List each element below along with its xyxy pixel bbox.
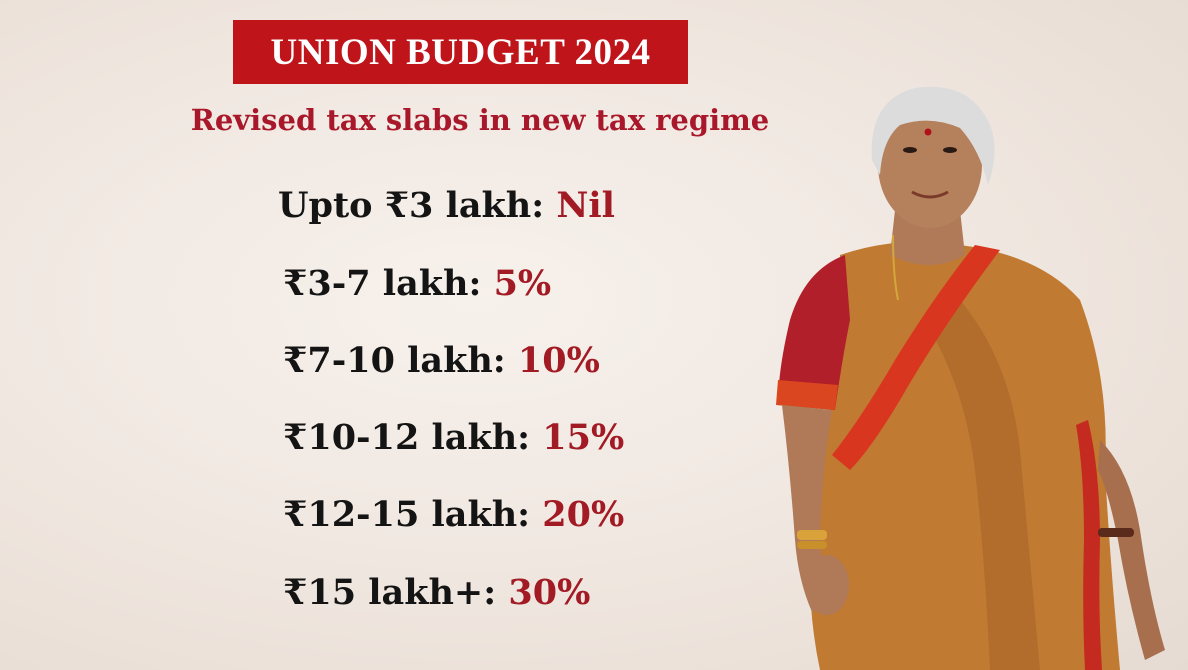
hair [871,86,995,185]
slab-label: ₹10-12 lakh: [283,417,531,458]
left-hand [805,555,849,615]
tax-slab-list: Upto ₹3 lakh: Nil ₹3-7 lakh: 5% ₹7-10 la… [278,185,624,613]
blouse-sleeve [778,255,850,410]
bangle-right [1098,528,1134,537]
slab-label: ₹7-10 lakh: [283,340,506,381]
saree-fold [930,300,1040,670]
page-title: UNION BUDGET 2024 [270,31,651,73]
slab-rate: 30% [508,572,591,613]
face [878,102,982,228]
tax-slab-row: ₹7-10 lakh: 10% [283,340,600,381]
tax-slab-row: ₹3-7 lakh: 5% [283,263,551,304]
slab-rate: 10% [517,340,600,381]
eye [943,147,957,153]
title-banner: UNION BUDGET 2024 [233,20,688,84]
tax-slab-row: ₹10-12 lakh: 15% [283,417,624,458]
slab-rate: Nil [556,185,615,226]
bindi [924,128,932,136]
bangle [797,530,827,540]
tax-slab-row: ₹12-15 lakh: 20% [283,494,624,535]
sleeve-border [776,380,838,410]
slab-label: ₹12-15 lakh: [283,494,531,535]
saree-border-right [1076,420,1102,670]
woman-in-saree-photo [776,86,1165,670]
tax-slab-row: ₹15 lakh+: 30% [283,572,590,613]
slab-rate: 20% [542,494,625,535]
slab-label: ₹15 lakh+: [283,572,497,613]
slab-rate: 5% [493,263,552,304]
slab-rate: 15% [542,417,625,458]
left-arm [782,405,840,612]
necklace [892,234,899,301]
tax-slab-row: Upto ₹3 lakh: Nil [278,185,615,226]
saree-border [832,245,1000,470]
slab-label: Upto ₹3 lakh: [278,185,545,226]
bangle [797,541,827,549]
slab-label: ₹3-7 lakh: [283,263,482,304]
eye [903,147,917,153]
saree-drape [809,241,1120,670]
smile [911,190,949,199]
right-arm [1098,440,1165,660]
page-subtitle: Revised tax slabs in new tax regime [190,103,770,137]
